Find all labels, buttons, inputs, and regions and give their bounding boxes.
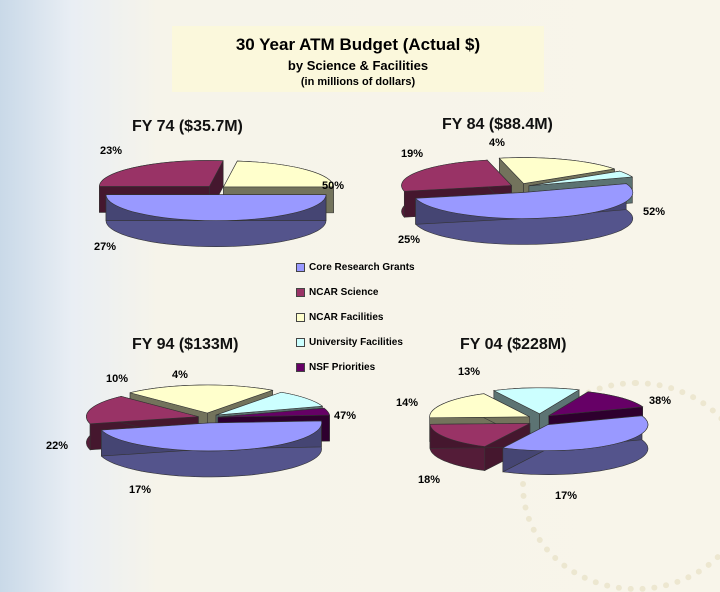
pie-slice-top	[501, 415, 649, 451]
legend-swatch-ncar-science	[296, 287, 305, 297]
pct-label-fy74-core: 50%	[322, 180, 345, 192]
pie-slice-core-research-grants	[100, 420, 322, 478]
pie-title-fy04: FY 04 ($228M)	[460, 336, 567, 353]
pct-label-fy94-university: 10%	[106, 373, 129, 385]
pct-label-fy04-ncar-science: 17%	[555, 490, 578, 502]
pct-label-fy84-university: 4%	[489, 137, 505, 149]
legend-item-ncar-facilities: NCAR Facilities	[296, 312, 383, 323]
pie-chart-2	[86, 384, 330, 478]
pie-slice-top	[223, 160, 334, 188]
pie-slice-core-research-grants	[105, 194, 327, 248]
slide: 30 Year ATM Budget (Actual $) by Science…	[46, 26, 720, 592]
pct-label-fy84-core: 52%	[643, 206, 666, 218]
pct-label-fy04-nsf: 13%	[458, 366, 481, 378]
pie-slice-top	[548, 391, 644, 417]
pie-slice-core-research-grants	[501, 415, 649, 476]
pie-chart-1	[401, 157, 634, 245]
pie-chart-0	[99, 160, 334, 248]
legend-label: NCAR Facilities	[309, 312, 384, 323]
pie-slice-top	[498, 157, 615, 184]
pct-label-fy04-core: 38%	[649, 395, 672, 407]
pct-label-fy84-ncar-facilities: 19%	[401, 148, 424, 160]
legend-label: NSF Priorities	[309, 362, 376, 373]
pie-slice-core-research-grants	[414, 182, 634, 245]
pie-slice-top	[215, 391, 324, 416]
pie-charts	[86, 157, 649, 478]
pie-title-fy94: FY 94 ($133M)	[132, 336, 239, 353]
pie-slice-top	[429, 393, 530, 419]
pie-title-fy84: FY 84 ($88.4M)	[442, 116, 553, 133]
pct-label-fy04-university: 14%	[396, 397, 419, 409]
pie-slice-top	[492, 387, 580, 415]
pct-label-fy94-core: 47%	[334, 410, 357, 422]
pie-slice-top	[100, 420, 322, 452]
pie-slice-top	[414, 183, 634, 219]
pie-slice-top	[528, 170, 634, 187]
legend-label: University Facilities	[309, 337, 403, 348]
legend-label: NCAR Science	[309, 287, 379, 298]
pie-slice-top	[129, 384, 274, 414]
legend-swatch-university-facilities	[296, 337, 305, 347]
slide-title: 30 Year ATM Budget (Actual $)	[235, 35, 481, 54]
pct-label-fy84-ncar-science: 25%	[398, 234, 421, 246]
pie-slice-top	[105, 194, 327, 222]
legend-swatch-nsf-priorities	[296, 362, 305, 372]
pie-title-fy74: FY 74 ($35.7M)	[132, 118, 243, 135]
pct-label-fy94-ncar-science: 17%	[129, 484, 152, 496]
slide-subtitle: by Science & Facilities	[287, 58, 429, 73]
legend-item-ncar-science: NCAR Science	[296, 287, 378, 298]
legend-label: Core Research Grants	[309, 262, 415, 273]
legend-swatch-ncar-facilities	[296, 312, 305, 322]
slide-subtitle-units: (in millions of dollars)	[300, 76, 416, 88]
pct-label-fy94-nsf: 4%	[172, 369, 188, 381]
pie-slice-top	[86, 396, 199, 425]
pie-slice-ncar-science	[429, 422, 531, 472]
pct-label-fy74-ncar-science: 27%	[94, 241, 117, 253]
pct-label-fy74-ncar-facilities: 23%	[100, 145, 123, 157]
legend-item-core-research: Core Research Grants	[296, 262, 415, 273]
pie-slice-top	[429, 423, 531, 447]
pie-slice-top	[99, 160, 224, 187]
legend-item-university-facilities: University Facilities	[296, 337, 403, 348]
pie-slice-top	[401, 159, 513, 192]
legend-swatch-core-research	[296, 262, 305, 272]
pct-label-fy94-ncar-facilities: 22%	[46, 440, 69, 452]
legend-item-nsf-priorities: NSF Priorities	[296, 362, 375, 373]
pie-slice-top	[217, 407, 330, 418]
title-box: 30 Year ATM Budget (Actual $) by Science…	[172, 26, 544, 92]
pct-label-fy04-ncar-facilities: 18%	[418, 474, 441, 486]
pie-chart-3	[429, 387, 649, 476]
